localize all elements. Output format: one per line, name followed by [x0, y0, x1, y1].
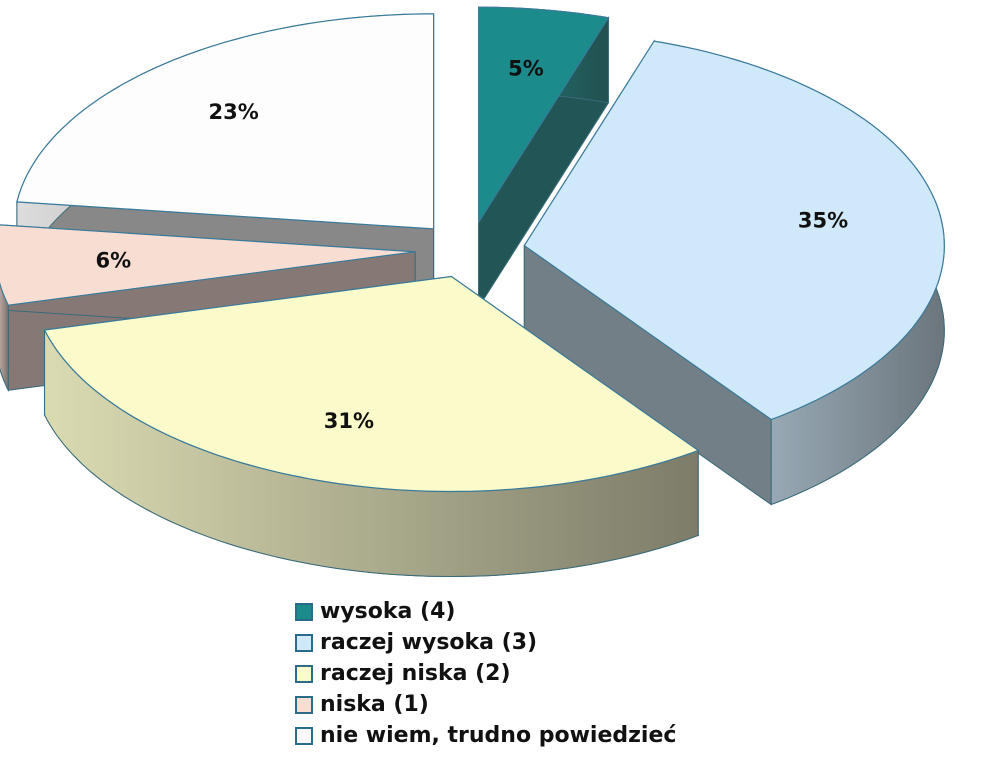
legend-label: wysoka (4): [320, 599, 455, 624]
legend-swatch: [295, 665, 313, 683]
slice-top: [43, 275, 700, 493]
pie-slice: [43, 275, 700, 578]
data-label: 35%: [798, 208, 848, 232]
pie-slice: [523, 39, 945, 506]
legend-swatch: [295, 727, 313, 745]
data-label: 31%: [324, 409, 374, 433]
slice-wall: [0, 282, 9, 393]
legend-swatch: [295, 603, 313, 621]
legend-label: raczej niska (2): [320, 661, 511, 686]
slice-top: [16, 13, 435, 230]
legend-label: nie wiem, trudno powiedzieć: [320, 723, 676, 748]
data-label: 5%: [508, 56, 544, 80]
data-label: 23%: [209, 100, 259, 124]
slice-top: [0, 224, 416, 306]
legend-swatch: [295, 634, 313, 652]
slice-top: [478, 6, 610, 225]
legend-swatch: [295, 696, 313, 714]
pie-slice: [478, 6, 610, 309]
data-label: 6%: [95, 248, 131, 272]
legend-label: raczej wysoka (3): [320, 630, 537, 655]
legend-label: niska (1): [320, 692, 429, 717]
slice-top: [523, 40, 945, 421]
